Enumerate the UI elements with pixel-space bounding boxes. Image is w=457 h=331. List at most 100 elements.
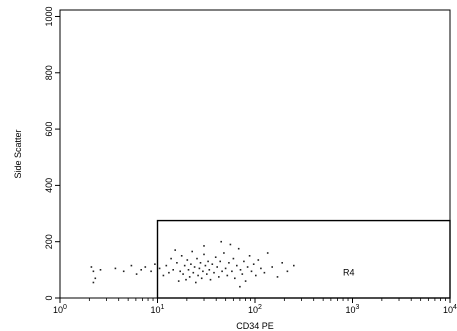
data-point (187, 269, 190, 271)
data-point (188, 276, 191, 278)
data-point (228, 262, 230, 264)
data-point (190, 263, 192, 265)
data-point (192, 271, 195, 274)
data-point (198, 267, 201, 270)
data-point (221, 270, 223, 273)
x-tick-label: 104 (443, 304, 457, 315)
data-point (257, 259, 260, 261)
data-point (185, 278, 187, 281)
data-point (208, 269, 211, 271)
data-point (216, 266, 218, 268)
data-point (203, 245, 205, 247)
y-tick-label: 400 (44, 178, 54, 193)
data-point (114, 267, 117, 270)
data-point (263, 271, 266, 274)
data-point (224, 267, 227, 270)
data-point (219, 260, 221, 263)
data-point (266, 252, 269, 254)
data-point (180, 255, 183, 257)
x-tick-label: 101 (151, 304, 165, 315)
data-point (202, 270, 204, 273)
y-tick-label: 200 (44, 234, 54, 249)
data-point (196, 257, 198, 260)
data-point (226, 274, 229, 277)
data-point (239, 269, 242, 271)
data-point (204, 264, 207, 267)
data-point (244, 280, 247, 282)
data-point (182, 273, 184, 275)
data-point (158, 267, 161, 270)
data-point (236, 264, 238, 267)
data-point (200, 277, 203, 280)
y-axis-label: Side Scatter (13, 129, 23, 178)
data-point (191, 250, 193, 253)
data-points (90, 240, 295, 288)
data-point (99, 269, 102, 271)
data-point (207, 260, 209, 263)
data-point (232, 257, 235, 260)
data-point (168, 271, 170, 274)
y-axis-ticks: 0 200 400 600 800 1000 (44, 6, 60, 301)
data-point (170, 257, 172, 260)
y-tick-label: 1000 (44, 6, 54, 26)
x-tick-label: 103 (346, 304, 360, 315)
data-point (122, 270, 125, 273)
data-point (218, 276, 220, 278)
data-point (179, 270, 181, 273)
data-point (172, 269, 174, 271)
data-point (276, 276, 279, 278)
data-point (90, 266, 93, 268)
data-point (241, 273, 244, 275)
data-point (193, 266, 196, 268)
data-point (203, 253, 205, 256)
data-point (252, 263, 255, 265)
data-point (209, 278, 212, 281)
x-axis-ticks: 100 101 102 103 104 (53, 298, 457, 315)
data-point (286, 270, 289, 273)
plot-area (59, 9, 451, 299)
data-point (177, 280, 180, 282)
data-point (248, 255, 251, 257)
data-point (199, 262, 202, 264)
data-point (260, 267, 262, 270)
x-tick-label: 102 (248, 304, 262, 315)
data-point (140, 269, 142, 271)
data-point (293, 264, 295, 267)
data-point (211, 263, 214, 265)
data-point (237, 247, 240, 250)
data-point (135, 273, 138, 275)
data-point (250, 270, 253, 273)
data-point (197, 274, 199, 277)
data-point (271, 266, 273, 268)
data-point (176, 262, 178, 264)
x-tick-label: 100 (53, 304, 67, 315)
data-point (162, 274, 165, 277)
data-point (154, 263, 156, 265)
data-point (92, 281, 95, 284)
data-point (94, 277, 97, 280)
data-point (231, 270, 233, 273)
data-point (234, 277, 236, 280)
y-tick-label: 0 (44, 295, 54, 300)
data-point (220, 240, 222, 243)
data-point (165, 264, 168, 267)
data-point (195, 281, 197, 284)
data-point (255, 274, 257, 277)
x-axis-label: CD34 PE (236, 321, 274, 331)
data-point (239, 285, 241, 288)
data-point (130, 264, 133, 267)
data-point (281, 262, 283, 264)
data-point (150, 270, 152, 273)
data-point (223, 252, 225, 254)
y-tick-label: 600 (44, 122, 54, 137)
gate-r4-label: R4 (343, 267, 355, 277)
data-point (243, 260, 245, 263)
data-point (214, 256, 217, 258)
data-point (206, 273, 208, 275)
gate-r4-region (156, 219, 451, 299)
data-point (92, 270, 95, 273)
data-point (144, 266, 147, 268)
data-point (213, 271, 215, 274)
data-point (183, 264, 186, 267)
